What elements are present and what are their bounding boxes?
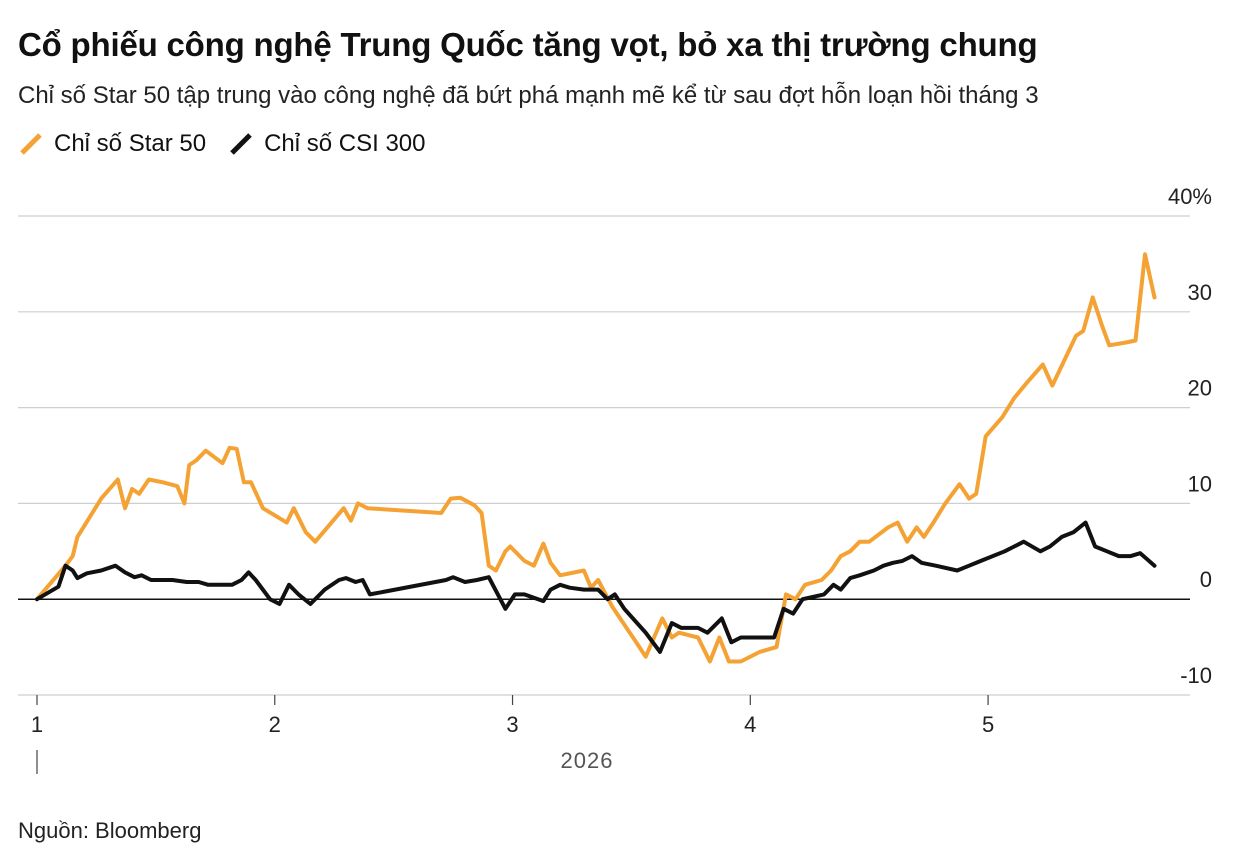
- legend-label-csi300: Chỉ số CSI 300: [264, 130, 426, 157]
- x-tick-label: 3: [506, 712, 518, 737]
- series-line-csi300: [35, 520, 1157, 654]
- legend-item-csi300: Chỉ số CSI 300: [228, 130, 426, 158]
- x-tick-label: 4: [744, 712, 756, 737]
- y-tick-label: 10: [1188, 471, 1212, 496]
- x-tick-label: 2: [269, 712, 281, 737]
- legend-label-star50: Chỉ số Star 50: [54, 130, 207, 157]
- y-tick-label: 30: [1188, 280, 1212, 305]
- x-tick-label: 5: [982, 712, 994, 737]
- year-label: 2026: [561, 748, 614, 773]
- x-tick-label: 1: [31, 712, 43, 737]
- source-note: Nguồn: Bloomberg: [18, 818, 202, 843]
- legend-swatch-star50: [20, 133, 42, 155]
- legend: Chỉ số Star 50 Chỉ số CSI 300: [18, 130, 448, 158]
- y-tick-label: 40%: [1168, 184, 1212, 209]
- chart-subtitle: Chỉ số Star 50 tập trung vào công nghệ đ…: [18, 82, 1039, 109]
- y-tick-label: 0: [1200, 567, 1212, 592]
- legend-item-star50: Chỉ số Star 50: [18, 130, 206, 158]
- legend-swatch-csi300: [230, 133, 252, 155]
- y-tick-label: 20: [1188, 376, 1212, 401]
- chart-title: Cổ phiếu công nghệ Trung Quốc tăng vọt, …: [18, 26, 1038, 63]
- series-line-star50: [35, 252, 1157, 664]
- y-tick-label: -10: [1180, 663, 1212, 688]
